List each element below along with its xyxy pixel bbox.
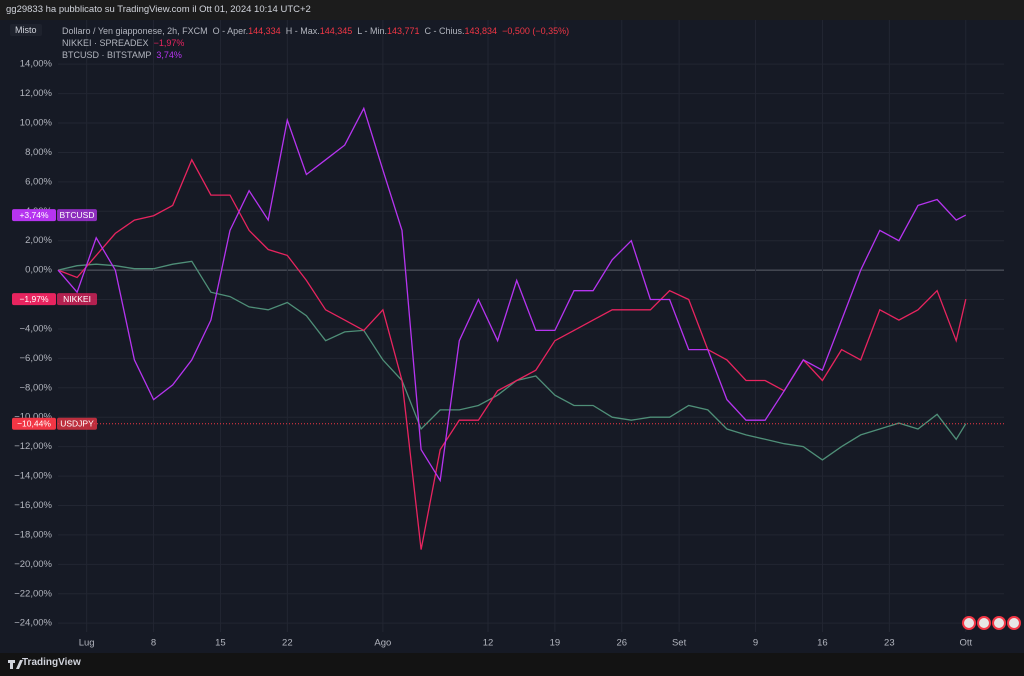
price-badge-value: −10,44% bbox=[17, 418, 51, 428]
ohlc-label: O - Aper. bbox=[212, 26, 249, 36]
legend-name: NIKKEI bbox=[62, 38, 92, 48]
x-tick-label: Set bbox=[672, 638, 687, 649]
x-tick-label: 8 bbox=[151, 638, 156, 649]
price-badge bbox=[12, 209, 56, 222]
ohlc-label: H - Max. bbox=[285, 26, 320, 36]
legend-name: BTCUSD bbox=[62, 50, 100, 60]
legend-value: −1,97% bbox=[153, 38, 185, 48]
name-badge-label: NIKKEI bbox=[63, 294, 91, 304]
legend-title: Dollaro / Yen giapponese, 2h, FXCM bbox=[62, 26, 208, 36]
x-tick-label: 9 bbox=[753, 638, 758, 649]
plot bbox=[57, 106, 1004, 550]
header-bar bbox=[0, 0, 1024, 20]
y-tick-label: −6,00% bbox=[20, 353, 53, 364]
series-line bbox=[57, 106, 967, 483]
series-line bbox=[57, 158, 967, 550]
x-tick-label: 15 bbox=[215, 638, 226, 649]
legend: Dollaro / Yen giapponese, 2h, FXCM O - A… bbox=[62, 25, 569, 61]
ohlc-value: 144,334 bbox=[248, 26, 281, 36]
name-badge bbox=[57, 417, 97, 430]
grid bbox=[58, 20, 1004, 632]
legend-row[interactable]: BTCUSD · BITSTAMP 3,74% bbox=[62, 50, 182, 60]
y-tick-label: −18,00% bbox=[14, 529, 52, 540]
x-tick-label: 22 bbox=[282, 638, 293, 649]
legend-row[interactable]: Dollaro / Yen giapponese, 2h, FXCM O - A… bbox=[62, 25, 569, 37]
name-badge bbox=[57, 293, 97, 306]
x-tick-label: 16 bbox=[817, 638, 828, 649]
y-tick-label: −22,00% bbox=[14, 588, 52, 599]
chart-background bbox=[0, 20, 1024, 653]
name-badge-label: USDJPY bbox=[60, 418, 94, 428]
legend-row[interactable]: NIKKEI · SPREADEX −1,97% bbox=[62, 38, 185, 48]
y-tick-label: −24,00% bbox=[14, 618, 52, 629]
y-tick-label: 12,00% bbox=[20, 88, 53, 99]
y-tick-label: 2,00% bbox=[25, 235, 52, 246]
legend-change: −0,500 (−0,35%) bbox=[502, 26, 570, 36]
legend-value: 3,74% bbox=[156, 50, 182, 60]
y-tick-label: 10,00% bbox=[20, 118, 53, 129]
x-tick-label: 19 bbox=[550, 638, 561, 649]
footer-bar bbox=[0, 653, 1024, 676]
ohlc-label: L - Min. bbox=[357, 26, 387, 36]
ohlc-value: 144,345 bbox=[319, 26, 353, 36]
y-tick-label: −10,00% bbox=[14, 412, 52, 423]
x-tick-label: Ott bbox=[959, 638, 972, 649]
y-tick-label: 6,00% bbox=[25, 176, 52, 187]
scale-mode-button[interactable]: Misto bbox=[10, 24, 42, 36]
y-tick-label: −4,00% bbox=[20, 323, 53, 334]
y-tick-label: 0,00% bbox=[25, 265, 52, 276]
legend-source: BITSTAMP bbox=[107, 50, 152, 60]
x-tick-label: 12 bbox=[483, 638, 494, 649]
price-badge bbox=[12, 293, 56, 306]
price-badge-value: −1,97% bbox=[19, 294, 49, 304]
x-tick-label: 23 bbox=[884, 638, 895, 649]
footer-brand: TradingView bbox=[22, 657, 81, 668]
legend-source: SPREADEX bbox=[99, 38, 149, 48]
x-tick-label: 26 bbox=[616, 638, 627, 649]
ohlc-value: 143,834 bbox=[464, 26, 498, 36]
axes: 14,00%12,00%10,00%8,00%6,00%4,00%2,00%0,… bbox=[12, 59, 972, 649]
header: gg29833 ha pubblicato su TradingView.com… bbox=[6, 4, 311, 15]
flag-icons bbox=[962, 616, 1021, 630]
x-tick-label: Lug bbox=[79, 638, 95, 649]
name-badge bbox=[57, 209, 97, 222]
price-badge bbox=[12, 417, 56, 430]
y-tick-label: −20,00% bbox=[14, 559, 52, 570]
y-tick-label: −12,00% bbox=[14, 441, 52, 452]
price-badge-value: +3,74% bbox=[19, 210, 49, 220]
x-tick-label: Ago bbox=[374, 638, 391, 649]
y-tick-label: 8,00% bbox=[25, 147, 52, 158]
y-tick-label: −8,00% bbox=[20, 382, 53, 393]
name-badge-label: BTCUSD bbox=[60, 210, 95, 220]
y-tick-label: 14,00% bbox=[20, 59, 53, 70]
y-tick-label: −16,00% bbox=[14, 500, 52, 511]
ohlc-value: 143,771 bbox=[386, 26, 420, 36]
ohlc-label: C - Chius. bbox=[424, 26, 465, 36]
y-tick-label: −14,00% bbox=[14, 471, 52, 482]
footer-logo bbox=[8, 660, 23, 669]
